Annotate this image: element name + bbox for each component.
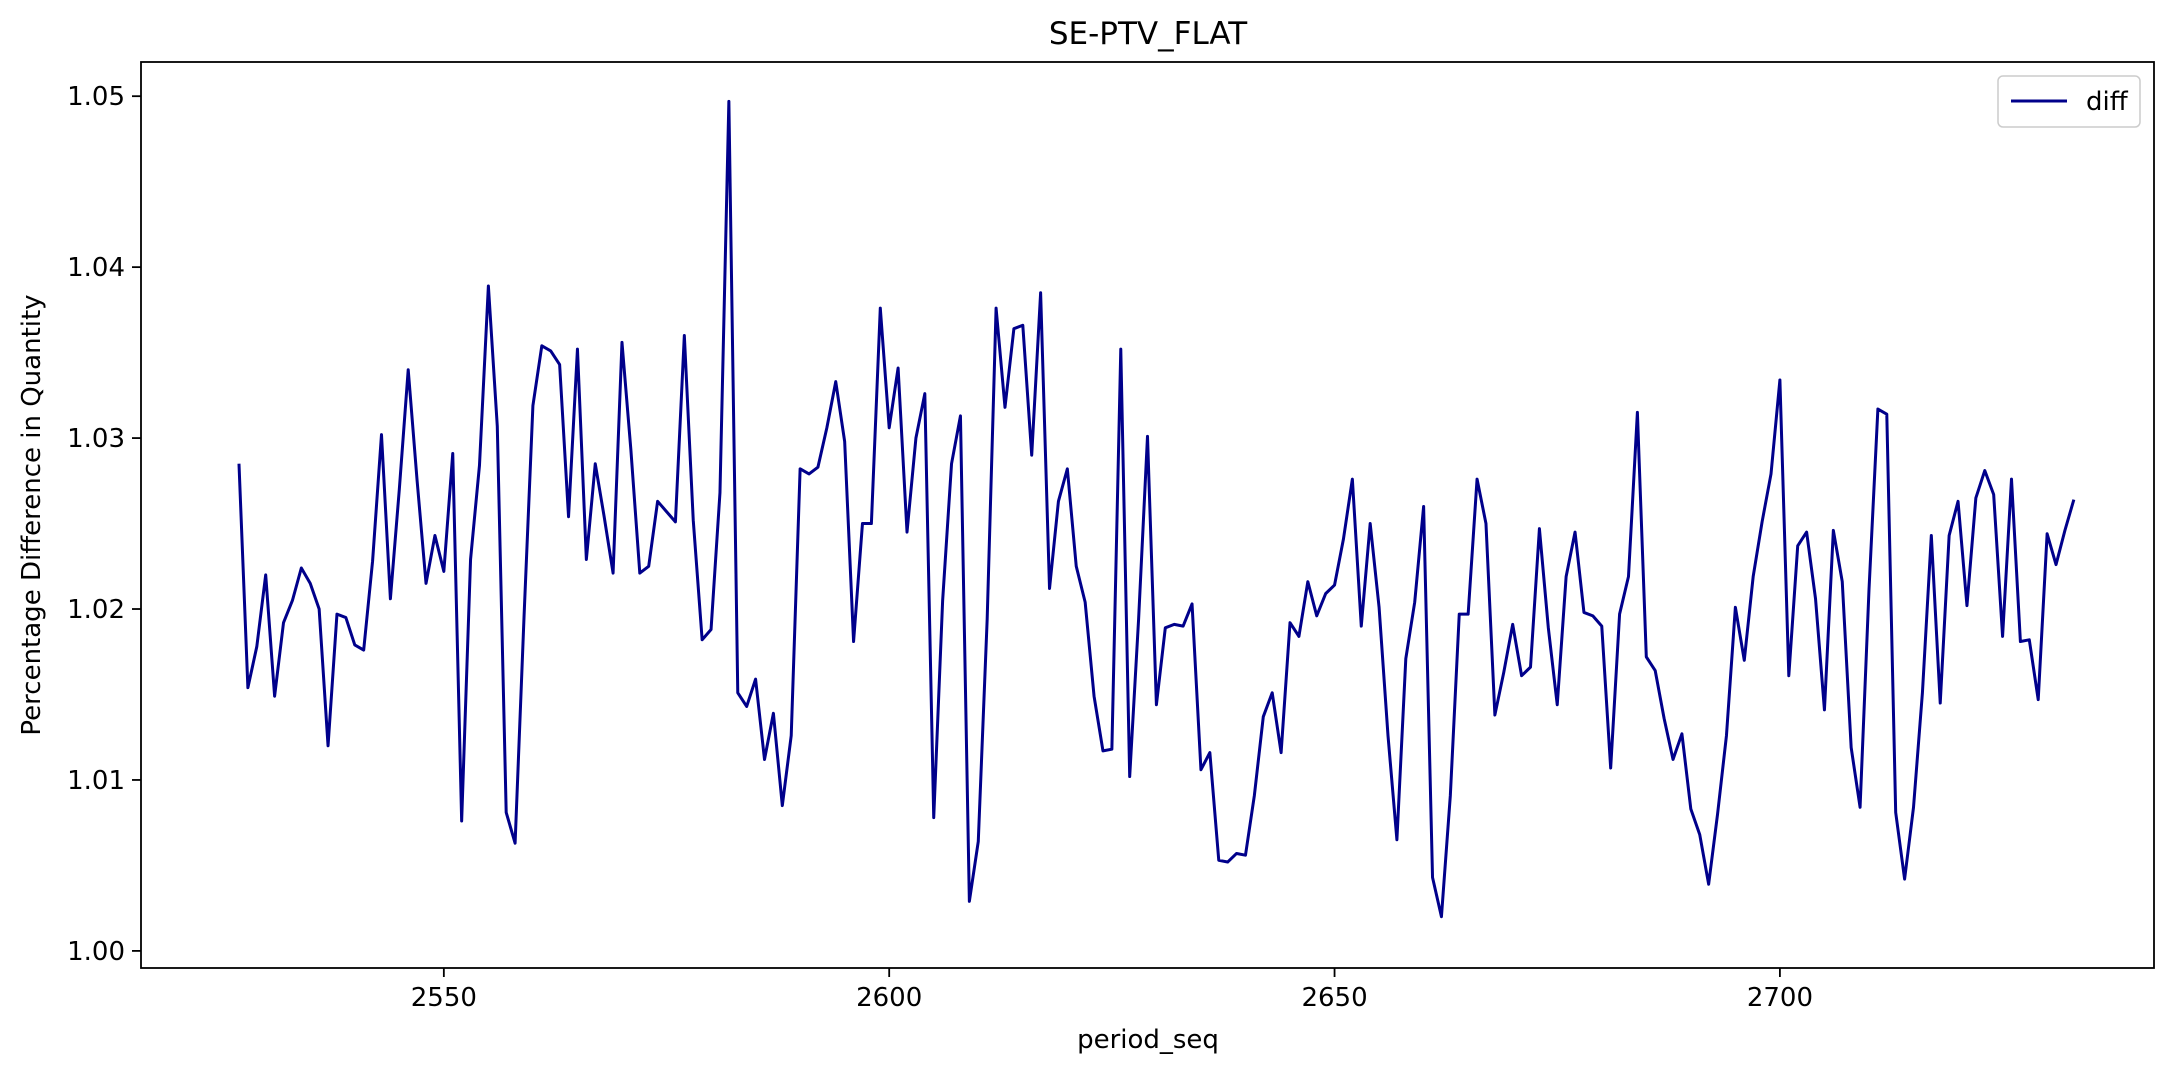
x-tick-label: 2550 bbox=[411, 983, 477, 1013]
x-axis-label: period_seq bbox=[1077, 1025, 1219, 1055]
y-axis-label: Percentage Difference in Quantity bbox=[17, 294, 47, 735]
y-tick-label: 1.04 bbox=[67, 253, 125, 283]
y-tick-label: 1.00 bbox=[67, 937, 125, 967]
plot-frame bbox=[140, 61, 2155, 969]
legend: diff bbox=[1997, 75, 2141, 128]
x-tick-label: 2700 bbox=[1747, 983, 1813, 1013]
x-tick-label: 2600 bbox=[856, 983, 922, 1013]
y-axis: 1.00 1.01 1.02 1.03 1.04 1.05 bbox=[67, 82, 141, 967]
legend-label-diff: diff bbox=[2086, 87, 2129, 117]
chart-title: SE-PTV_FLAT bbox=[1049, 16, 1248, 52]
series-line-diff bbox=[237, 99, 2076, 919]
y-tick-label: 1.01 bbox=[67, 766, 125, 796]
y-tick-label: 1.03 bbox=[67, 424, 125, 454]
plot-area bbox=[141, 62, 2154, 968]
x-axis: 2550 2600 2650 2700 bbox=[411, 968, 1813, 1013]
y-tick-label: 1.05 bbox=[67, 82, 125, 112]
series-layer bbox=[237, 99, 2076, 919]
y-tick-label: 1.02 bbox=[67, 595, 125, 625]
x-tick-label: 2650 bbox=[1301, 983, 1367, 1013]
legend-box bbox=[1997, 75, 2141, 128]
